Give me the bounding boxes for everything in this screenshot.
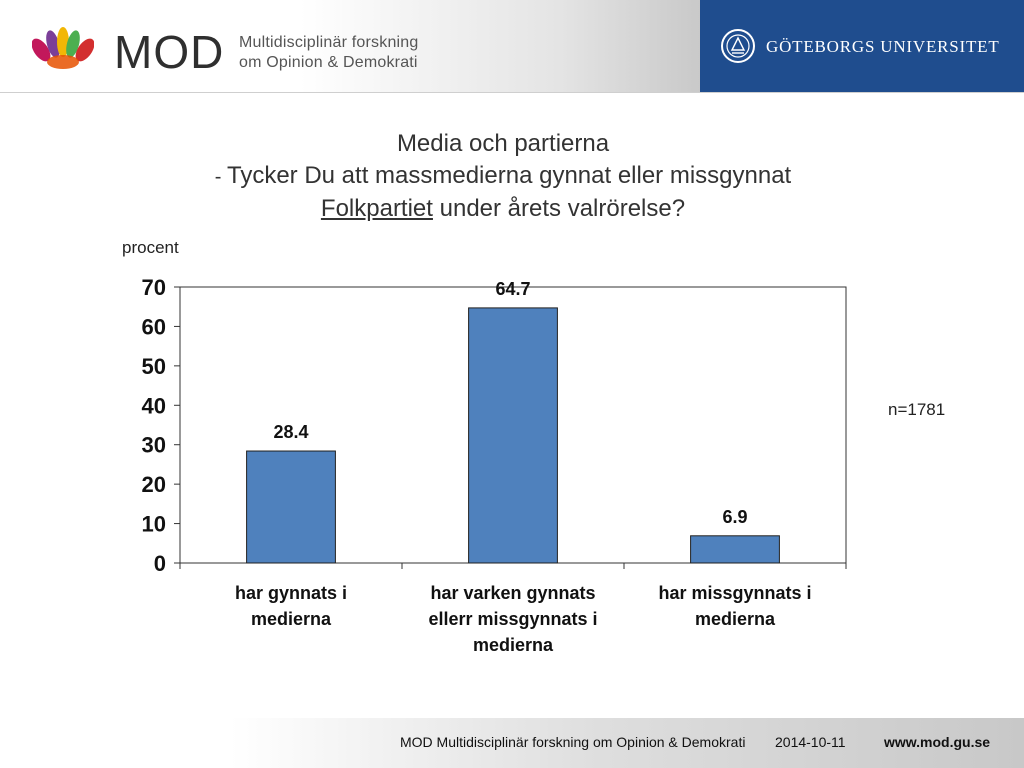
chart-question-line2: Folkpartiet under årets valrörelse? bbox=[0, 193, 1006, 225]
x-category-label-line: medierna bbox=[473, 635, 554, 655]
y-tick-label: 10 bbox=[142, 512, 166, 537]
bar bbox=[246, 450, 336, 564]
x-category-label: har missgynnats i medierna bbox=[658, 583, 811, 629]
y-tick-label: 20 bbox=[142, 472, 166, 497]
question-text-1: Tycker Du att massmedierna gynnat eller … bbox=[226, 162, 792, 189]
x-category-label-line: har missgynnats i bbox=[658, 583, 811, 603]
y-tick-label: 60 bbox=[142, 314, 166, 339]
mod-logo-text: MOD bbox=[114, 26, 225, 78]
header-banner: MOD Multidisciplinär forskning om Opinio… bbox=[0, 0, 1024, 93]
university-panel: GÖTEBORGS UNIVERSITET bbox=[700, 0, 1024, 92]
party-name: Folkpartiet bbox=[320, 195, 433, 222]
x-category-label-line: har gynnats i bbox=[235, 583, 347, 603]
x-category-label: har gynnats i medierna bbox=[235, 583, 347, 629]
x-category-label-line: medierna bbox=[695, 609, 776, 629]
mod-logo-subtitle: Multidisciplinär forskning om Opinion & … bbox=[239, 33, 419, 73]
question-text-2: under årets valrörelse? bbox=[432, 195, 686, 222]
x-category-label: har varken gynnats ellerr missgynnats i me… bbox=[428, 583, 597, 655]
mod-logo-subtitle-line1: Multidisciplinär forskning bbox=[239, 34, 419, 51]
x-category-label-line: medierna bbox=[251, 609, 332, 629]
bar bbox=[468, 307, 558, 564]
footer-url[interactable]: www.mod.gu.se bbox=[884, 734, 991, 750]
bar-chart: 0 10 20 30 40 50 60 70 28.4 har gynnats i medierna… bbox=[142, 275, 847, 655]
y-tick-label: 50 bbox=[142, 354, 166, 379]
chart-title: Media och partierna bbox=[396, 130, 610, 157]
question-dash: - bbox=[214, 166, 227, 188]
university-seal-icon bbox=[721, 29, 755, 63]
sample-size-note: n=1781 bbox=[888, 400, 946, 419]
y-tick-label: 30 bbox=[142, 433, 166, 458]
university-name: GÖTEBORGS UNIVERSITET bbox=[766, 37, 1000, 56]
y-tick-label: 70 bbox=[142, 275, 166, 300]
mod-flower-logo-icon bbox=[32, 27, 94, 69]
chart-question-line1: - Tycker Du att massmedierna gynnat elle… bbox=[0, 160, 1006, 193]
y-axis-unit-label: procent bbox=[122, 238, 179, 257]
bar-value-label: 28.4 bbox=[273, 422, 308, 442]
bar-value-label: 64.7 bbox=[495, 279, 530, 299]
mod-logo-subtitle-line2: om Opinion & Demokrati bbox=[239, 54, 418, 71]
y-tick-label: 40 bbox=[142, 393, 166, 418]
footer-bar: MOD Multidisciplinär forskning om Opinio… bbox=[0, 718, 1024, 768]
bar-value-label: 6.9 bbox=[722, 507, 747, 527]
bar bbox=[690, 535, 780, 564]
x-category-label-line: ellerr missgynnats i bbox=[428, 609, 597, 629]
x-category-label-line: har varken gynnats bbox=[430, 583, 595, 603]
footer-date: 2014-10-11 bbox=[775, 734, 846, 750]
chart-title-block: Media och partierna - Tycker Du att mass… bbox=[0, 128, 1006, 225]
footer-organization: MOD Multidisciplinär forskning om Opinio… bbox=[400, 734, 746, 750]
y-tick-label: 0 bbox=[154, 551, 166, 576]
